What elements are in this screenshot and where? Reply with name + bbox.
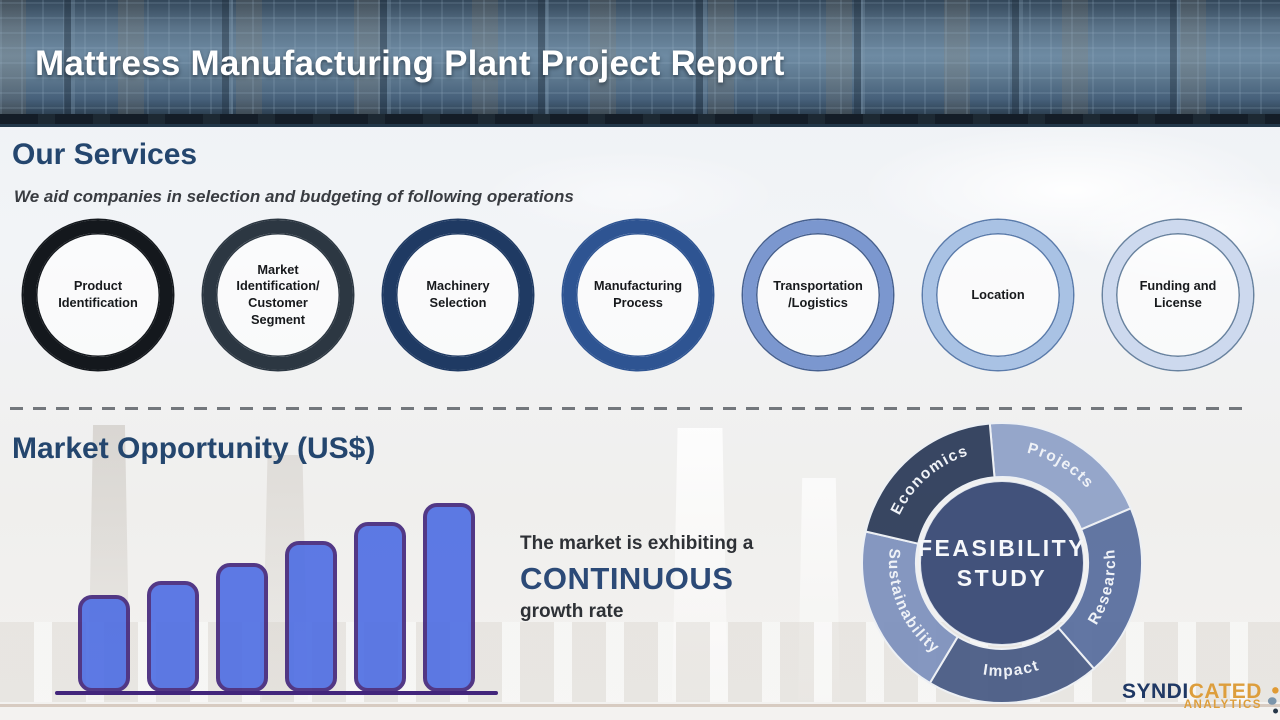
bar-chart-axis (55, 691, 498, 695)
growth-statement: The market is exhibiting a CONTINUOUS gr… (520, 533, 850, 623)
service-label: Transportation /Logistics (773, 278, 863, 310)
bar (78, 595, 130, 692)
feasibility-donut-chart: Economics Projects Research Impact Susta… (861, 421, 1144, 705)
donut-center-title-line2: STUDY (957, 565, 1047, 591)
service-circle-location: Location (923, 220, 1073, 370)
logo-text: SYNDICATED ANALYTICS (1122, 681, 1262, 712)
services-subtitle: We aid companies in selection and budget… (14, 187, 574, 206)
logo-dots-icon (1267, 687, 1279, 714)
logo-text-cated: CATED (1188, 680, 1262, 703)
bar (216, 563, 268, 692)
service-circle-manufacturing-process: Manufacturing Process (563, 220, 713, 370)
service-label: Machinery Selection (426, 278, 490, 310)
donut-center-circle (919, 480, 1085, 646)
service-label: Location (971, 286, 1025, 302)
page-title: Mattress Manufacturing Plant Project Rep… (35, 44, 785, 83)
service-label: Product Identification (58, 278, 138, 310)
bar (354, 522, 406, 692)
services-heading: Our Services (12, 138, 198, 171)
market-heading: Market Opportunity (US$) (12, 432, 376, 465)
growth-text-line3: growth rate (520, 601, 624, 622)
donut-segment-economics (864, 422, 996, 545)
header-banner: Mattress Manufacturing Plant Project Rep… (0, 0, 1280, 127)
syndicated-analytics-logo: SYNDICATED ANALYTICS (1122, 681, 1280, 720)
growth-text-line1: The market is exhibiting a (520, 533, 754, 554)
service-label: Market Identification/ Customer Segment (236, 261, 320, 327)
service-circle-product-identification: Product Identification (23, 220, 173, 370)
bar (423, 503, 475, 692)
bar (147, 581, 199, 692)
service-label: Manufacturing Process (593, 278, 683, 310)
service-circle-market-identification: Market Identification/ Customer Segment (203, 220, 353, 370)
bar (285, 541, 337, 692)
growth-text-line2: CONTINUOUS (520, 561, 734, 596)
bar-chart (55, 498, 500, 695)
logo-text-syndi: SYNDI (1122, 680, 1189, 703)
logo-wordmark: SYNDICATED (1122, 681, 1262, 702)
donut-center-title-line1: FEASIBILITY (918, 535, 1086, 561)
service-circle-machinery-selection: Machinery Selection (383, 220, 533, 370)
service-circle-funding-license: Funding and License (1103, 220, 1253, 370)
dashed-divider (10, 407, 1248, 410)
logo-text-analytics: ANALYTICS (1183, 699, 1262, 711)
service-label: Funding and License (1139, 278, 1217, 310)
service-circle-transportation-logistics: Transportation /Logistics (743, 220, 893, 370)
